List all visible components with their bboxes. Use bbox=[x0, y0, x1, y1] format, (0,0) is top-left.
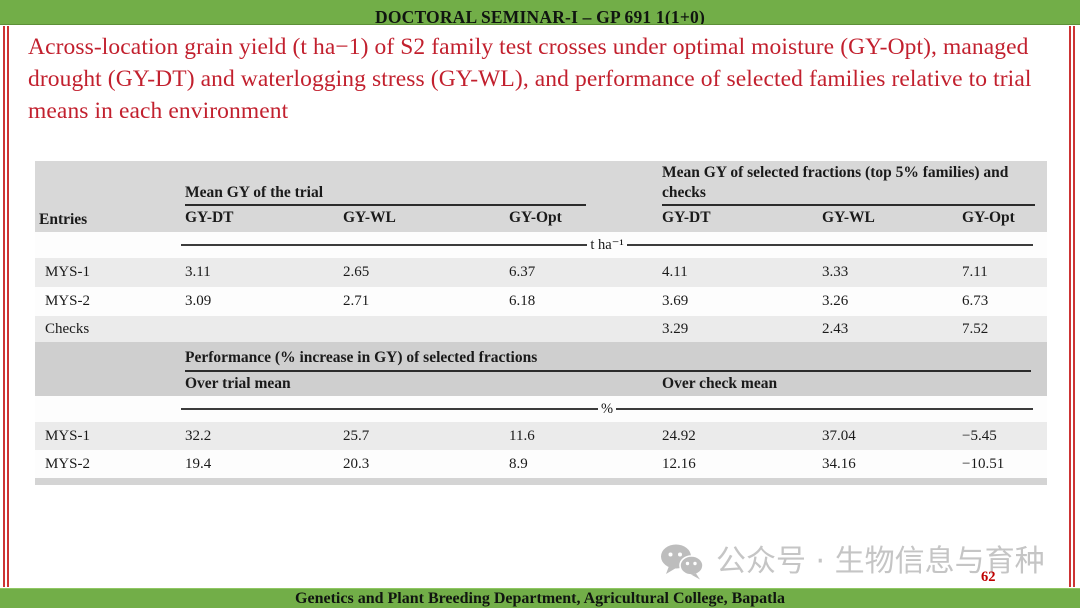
cell-value: 6.18 bbox=[505, 287, 659, 316]
cell-value: 19.4 bbox=[181, 450, 339, 478]
unit-row-percent: % bbox=[35, 396, 1048, 422]
cell-value: 32.2 bbox=[181, 422, 339, 450]
cell-value: 25.7 bbox=[339, 422, 505, 450]
cell-value: 2.65 bbox=[339, 258, 505, 287]
cell-value: 3.29 bbox=[658, 316, 819, 342]
table-row-checks-gy: Checks 3.29 2.43 7.52 bbox=[35, 316, 1048, 342]
col-header-gydt-sel: GY-DT bbox=[658, 206, 819, 232]
performance-header: Performance (% increase in GY) of select… bbox=[185, 349, 1032, 372]
col-header-gyopt-sel: GY-Opt bbox=[958, 206, 1048, 232]
group1-header: Mean GY of the trial bbox=[185, 183, 587, 206]
cell-value: 2.71 bbox=[339, 287, 505, 316]
group-header-row: Entries Mean GY of the trial Mean GY of … bbox=[35, 161, 1048, 232]
sub-header-row: GY-DT GY-WL GY-Opt GY-DT GY-WL GY-Opt bbox=[35, 206, 1048, 232]
cell-value: 4.11 bbox=[658, 258, 819, 287]
cell-value bbox=[181, 316, 339, 342]
cell-value: −10.51 bbox=[958, 450, 1048, 478]
unit-label: t ha⁻¹ bbox=[590, 236, 624, 253]
cell-value: 6.73 bbox=[958, 287, 1048, 316]
cell-value: 3.11 bbox=[181, 258, 339, 287]
cell-value bbox=[505, 316, 659, 342]
slide-title: Across-location grain yield (t ha−1) of … bbox=[28, 34, 1032, 125]
table-row-mys2-gy: MYS-2 3.09 2.71 6.18 3.69 3.26 6.73 bbox=[35, 287, 1048, 316]
watermark-text: 公众号 · 生物信息与育种 bbox=[716, 543, 1045, 579]
col-header-gywl-sel: GY-WL bbox=[818, 206, 959, 232]
col-header-gyopt-trial: GY-Opt bbox=[505, 206, 659, 232]
page-number: 62 bbox=[981, 569, 996, 585]
top-title-bar: DOCTORAL SEMINAR-I – GP 691 1(1+0) bbox=[0, 0, 1080, 25]
table-row-mys1-gy: MYS-1 3.11 2.65 6.37 4.11 3.33 7.11 bbox=[35, 258, 1048, 287]
performance-header-row: Performance (% increase in GY) of select… bbox=[35, 342, 1048, 372]
cell-value: 20.3 bbox=[339, 450, 505, 478]
department-footer: Genetics and Plant Breeding Department, … bbox=[295, 589, 785, 607]
results-table-container: Entries Mean GY of the trial Mean GY of … bbox=[35, 161, 1048, 485]
table-row-mys2-perf: MYS-2 19.4 20.3 8.9 12.16 34.16 −10.51 bbox=[35, 450, 1048, 478]
group2-header: Mean GY of selected fractions (top 5% fa… bbox=[662, 163, 1036, 206]
results-table: Entries Mean GY of the trial Mean GY of … bbox=[35, 161, 1048, 485]
empty-cell bbox=[35, 372, 181, 396]
group2-header-cell: Mean GY of selected fractions (top 5% fa… bbox=[658, 161, 1048, 206]
row-label: MYS-1 bbox=[35, 422, 181, 450]
cell-value: 7.52 bbox=[958, 316, 1048, 342]
cell-value: 3.26 bbox=[818, 287, 959, 316]
cell-value: 2.43 bbox=[818, 316, 959, 342]
unit-rule-right bbox=[626, 244, 1034, 246]
unit-rule-left bbox=[181, 408, 598, 410]
wechat-icon bbox=[661, 544, 704, 580]
col-header-gywl-trial: GY-WL bbox=[339, 206, 505, 232]
row-label: MYS-1 bbox=[35, 258, 181, 287]
cell-value: 11.6 bbox=[505, 422, 659, 450]
performance-header-cell: Performance (% increase in GY) of select… bbox=[181, 342, 1048, 372]
cell-value: 3.09 bbox=[181, 287, 339, 316]
row-label: Checks bbox=[35, 316, 181, 342]
cell-value: 24.92 bbox=[658, 422, 819, 450]
cell-value: 3.33 bbox=[818, 258, 959, 287]
unit-row-tha: t ha⁻¹ bbox=[35, 232, 1048, 258]
table-row-mys1-perf: MYS-1 32.2 25.7 11.6 24.92 37.04 −5.45 bbox=[35, 422, 1048, 450]
entries-header: Entries bbox=[35, 161, 181, 232]
col-header-gydt-trial: GY-DT bbox=[181, 206, 339, 232]
cell-value: 34.16 bbox=[818, 450, 959, 478]
group1-header-cell: Mean GY of the trial bbox=[181, 161, 659, 206]
left-border-line bbox=[3, 26, 9, 587]
cell-value: 37.04 bbox=[818, 422, 959, 450]
cell-value: −5.45 bbox=[958, 422, 1048, 450]
cell-value: 8.9 bbox=[505, 450, 659, 478]
row-label: MYS-2 bbox=[35, 287, 181, 316]
cell-value: 6.37 bbox=[505, 258, 659, 287]
performance-subheader-row: Over trial mean Over check mean bbox=[35, 372, 1048, 396]
cell-value: 12.16 bbox=[658, 450, 819, 478]
over-check-mean-header: Over check mean bbox=[658, 372, 1048, 396]
cell-value: 7.11 bbox=[958, 258, 1048, 287]
watermark: 公众号 · 生物信息与育种 bbox=[660, 543, 1045, 580]
unit-rule-left bbox=[181, 244, 588, 246]
seminar-title: DOCTORAL SEMINAR-I – GP 691 1(1+0) bbox=[374, 6, 705, 25]
cell-value bbox=[339, 316, 505, 342]
over-trial-mean-header: Over trial mean bbox=[181, 372, 659, 396]
unit-rule-right bbox=[616, 408, 1034, 410]
empty-cell bbox=[35, 342, 181, 372]
footer-bar: Genetics and Plant Breeding Department, … bbox=[0, 588, 1080, 608]
cell-value: 3.69 bbox=[658, 287, 819, 316]
table-bottom-strip bbox=[35, 478, 1048, 485]
right-border-line bbox=[1069, 26, 1075, 587]
unit-label: % bbox=[600, 400, 614, 417]
row-label: MYS-2 bbox=[35, 450, 181, 478]
